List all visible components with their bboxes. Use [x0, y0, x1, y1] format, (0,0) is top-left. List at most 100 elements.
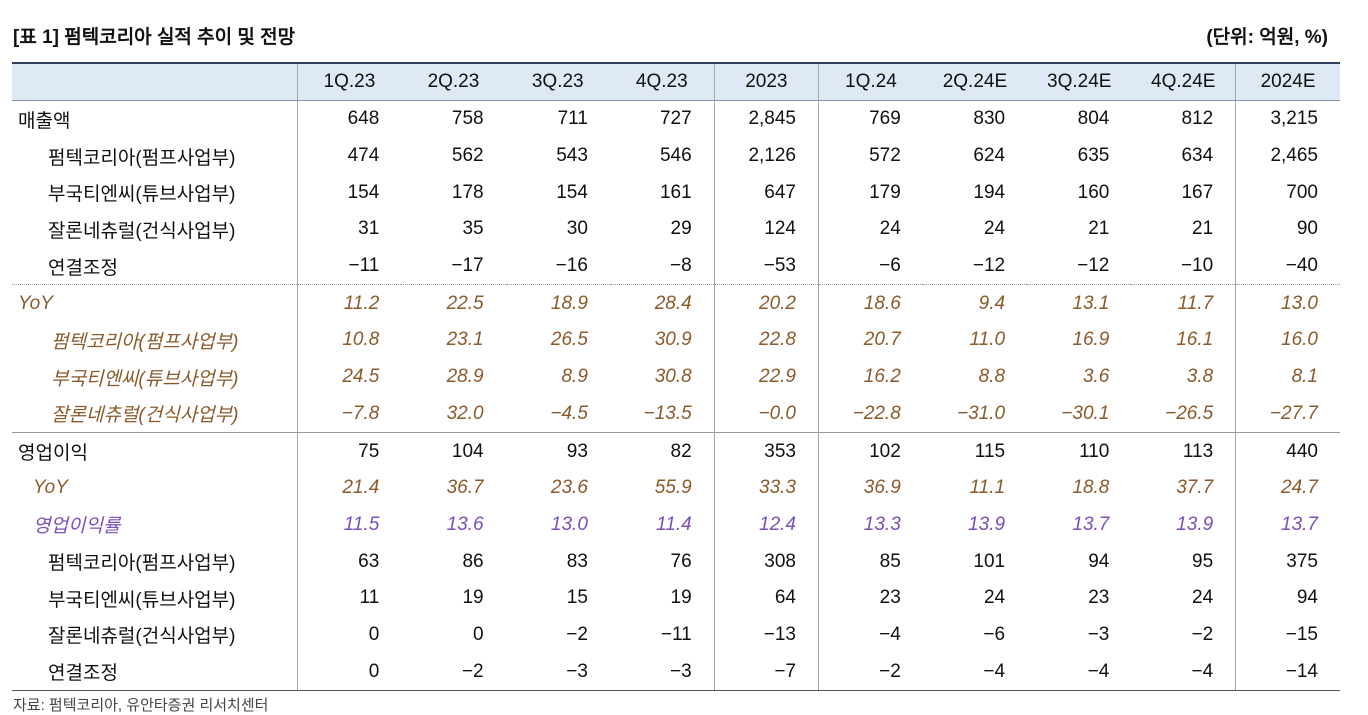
cell-value: 83: [566, 550, 588, 572]
cell-value: 20.7: [817, 322, 923, 359]
table-row: 영업이익 75 104 93 82 353 102 115 110 113 440: [12, 432, 1340, 470]
table-title: [표 1] 펌텍코리아 실적 추이 및 전망: [13, 27, 296, 48]
cell-value: 700: [1235, 174, 1340, 212]
cell-value: 8.1: [1235, 358, 1340, 396]
cell-value: 634: [1181, 145, 1214, 167]
cell-value: 16.1: [1176, 329, 1214, 351]
cell-value: −53: [713, 247, 819, 285]
row-label: 잘론네츄럴(건식사업부): [48, 626, 236, 648]
cell-value: 154: [296, 174, 402, 212]
cell-value: 11.1: [969, 477, 1006, 499]
cell-value: 543: [556, 145, 588, 167]
table-row: 부국티엔씨(튜브사업부) 154 178 154 161 647 179 194 160 167 7…: [12, 174, 1340, 212]
row-label: 영업이익: [12, 432, 297, 470]
cell-value: 37.7: [1176, 477, 1214, 499]
column-header: 2023: [713, 62, 819, 101]
row-label: 펌텍코리아(펌프사업부): [51, 331, 239, 353]
cell-value: 24: [983, 218, 1006, 240]
column-header: 4Q.24E: [1131, 62, 1236, 101]
cell-value: 13.0: [1235, 284, 1340, 323]
cell-value: 18.6: [817, 284, 923, 323]
cell-value: 161: [659, 181, 692, 203]
cell-value: −7: [713, 653, 819, 692]
cell-value: 8.8: [978, 366, 1006, 388]
cell-value: 24: [1192, 587, 1214, 609]
cell-value: 179: [817, 174, 923, 212]
cell-value: 24: [983, 587, 1006, 609]
column-header: 2Q.23: [401, 62, 506, 101]
cell-value: 167: [1181, 181, 1214, 203]
cell-value: 30: [566, 218, 588, 240]
cell-value: 308: [713, 543, 819, 580]
table-row: 부국티엔씨(튜브사업부) 24.5 28.9 8.9 30.8 22.9 16.2 8.8 3.…: [12, 358, 1340, 396]
cell-value: 21: [1088, 218, 1110, 240]
table-row: 영업이익률 11.5 13.6 13.0 11.4 12.4 13.3 13.9 13.7 13.…: [12, 506, 1340, 544]
cell-value: 572: [817, 137, 923, 175]
cell-value: 101: [973, 550, 1006, 572]
cell-value: 30.9: [654, 329, 692, 351]
table-row: YoY 11.2 22.5 18.9 28.4 20.2 18.6 9.4 13.1 11.7 13…: [12, 284, 1340, 323]
cell-value: −4: [1027, 653, 1132, 692]
cell-value: 20.2: [713, 284, 819, 323]
cell-value: 2,465: [1235, 137, 1340, 175]
cell-value: 16.9: [1072, 329, 1110, 351]
cell-value: 375: [1235, 543, 1340, 580]
cell-value: 86: [462, 550, 484, 572]
cell-value: 93: [505, 432, 610, 470]
cell-value: 769: [817, 100, 923, 138]
table-row: YoY 21.4 36.7 23.6 55.9 33.3 36.9 11.1 18.8 37.7 2…: [12, 469, 1340, 507]
cell-value: 10.8: [296, 322, 402, 359]
row-label: 부국티엔씨(튜브사업부): [51, 368, 239, 390]
cell-value: −4: [817, 616, 923, 654]
unit-note: (단위: 억원, %): [1206, 27, 1328, 48]
cell-value: 55.9: [654, 477, 692, 499]
cell-value: 63: [296, 543, 402, 580]
cell-value: 95: [1192, 550, 1214, 572]
cell-value: −3: [609, 653, 715, 692]
cell-value: 13.7: [1072, 513, 1110, 535]
cell-value: 24.7: [1235, 469, 1340, 507]
cell-value: 13.9: [1176, 513, 1214, 535]
cell-value: −6: [817, 247, 923, 285]
cell-value: 90: [1235, 211, 1340, 248]
cell-value: 124: [713, 211, 819, 248]
cell-value: −10: [1180, 255, 1214, 277]
cell-value: 474: [296, 137, 402, 175]
cell-value: 32.0: [446, 402, 484, 424]
column-header: 4Q.23: [609, 62, 715, 101]
cell-value: 23.6: [550, 477, 588, 499]
cell-value: 624: [973, 145, 1006, 167]
cell-value: −12: [972, 255, 1006, 277]
cell-value: 23: [1088, 587, 1110, 609]
cell-value: 11.2: [296, 284, 402, 323]
table-row: 연결조정 −11 −17 −16 −8 −53 −6 −12 −12 −10 −40: [12, 247, 1340, 285]
cell-value: 26.5: [550, 329, 588, 351]
cell-value: 19: [462, 587, 484, 609]
cell-value: 546: [659, 145, 692, 167]
cell-value: 13.9: [968, 513, 1006, 535]
cell-value: 28.4: [609, 284, 715, 323]
cell-value: −4: [922, 653, 1028, 692]
cell-value: −7.8: [296, 395, 402, 433]
cell-value: 16.0: [1235, 322, 1340, 359]
cell-value: 19: [670, 587, 692, 609]
cell-value: 33.3: [713, 469, 819, 507]
cell-value: 830: [973, 108, 1006, 130]
table-row: 펌텍코리아(펌프사업부) 10.8 23.1 26.5 30.9 22.8 20.7 11.0…: [12, 322, 1340, 359]
data-table: 1Q.23 2Q.23 3Q.23 4Q.23 2023 1Q.24 2Q.24E 3Q.24…: [12, 62, 1340, 692]
row-label: 부국티엔씨(튜브사업부): [48, 589, 236, 611]
cell-value: 115: [922, 432, 1028, 470]
cell-value: 13.1: [1027, 284, 1132, 323]
cell-value: 0: [473, 623, 484, 645]
cell-value: 804: [1077, 108, 1110, 130]
cell-value: −26.5: [1165, 402, 1214, 424]
cell-value: 21: [1192, 218, 1214, 240]
cell-value: 29: [670, 218, 692, 240]
cell-value: 440: [1235, 432, 1340, 470]
cell-value: 9.4: [922, 284, 1028, 323]
cell-value: −2: [401, 653, 506, 692]
cell-value: −2: [817, 653, 923, 692]
cell-value: 3.8: [1186, 366, 1214, 388]
cell-value: −12: [1077, 255, 1110, 277]
cell-value: −31.0: [957, 402, 1006, 424]
